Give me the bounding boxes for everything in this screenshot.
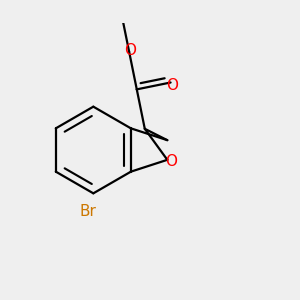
Text: O: O (124, 43, 136, 58)
Text: O: O (165, 154, 177, 169)
Text: Br: Br (80, 204, 97, 219)
Text: O: O (166, 78, 178, 93)
